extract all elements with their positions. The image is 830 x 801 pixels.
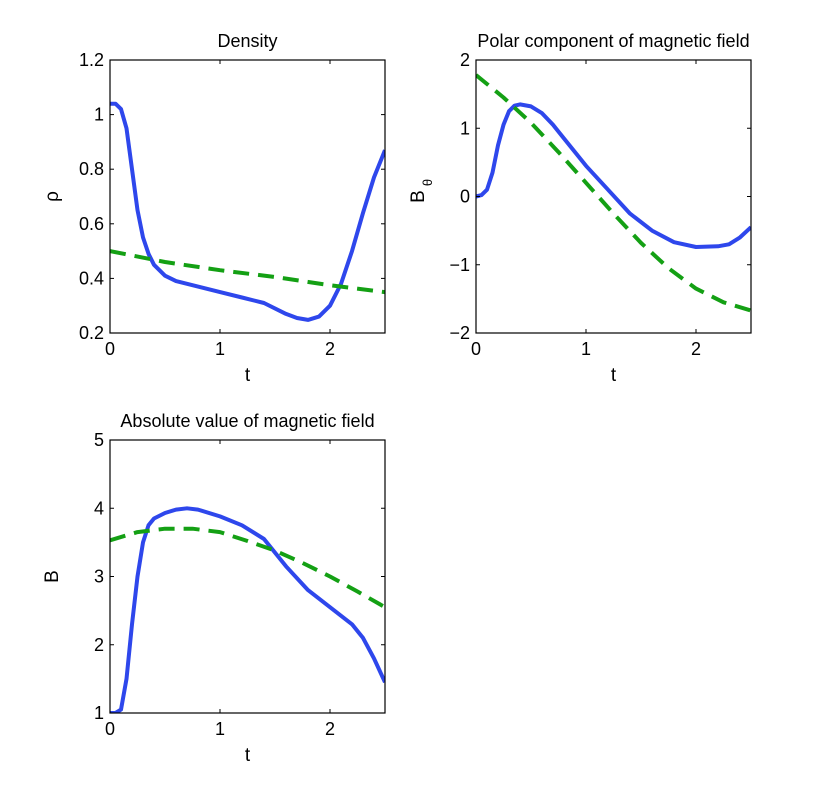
x-tick-label: 1 xyxy=(581,339,591,359)
x-tick-label: 0 xyxy=(471,339,481,359)
y-tick-label: 0.4 xyxy=(79,268,104,288)
y-tick-label: 1 xyxy=(94,105,104,125)
series-dashed-line xyxy=(110,249,385,295)
y-tick-label: 1 xyxy=(460,118,470,138)
x-tick-label: 0 xyxy=(105,339,115,359)
chart-title: Absolute value of magnetic field xyxy=(120,411,374,431)
y-axis-label: B xyxy=(408,190,429,203)
x-tick-label: 1 xyxy=(215,719,225,739)
y-tick-label: 0.2 xyxy=(79,323,104,343)
chart-title: Polar component of magnetic field xyxy=(477,31,749,51)
x-tick-label: 1 xyxy=(215,339,225,359)
x-tick-label: 2 xyxy=(325,719,335,739)
y-tick-label: 5 xyxy=(94,430,104,450)
series-dashed-line xyxy=(110,526,385,609)
y-tick-label: 0 xyxy=(460,187,470,207)
y-axis-label-subscript: θ xyxy=(420,179,435,186)
y-tick-label: 2 xyxy=(94,635,104,655)
plot-frame xyxy=(109,59,386,334)
x-tick-label: 2 xyxy=(325,339,335,359)
series-dashed-line xyxy=(476,73,751,313)
x-axis-label: t xyxy=(245,365,251,386)
x-tick-label: 0 xyxy=(105,719,115,739)
plot-frame xyxy=(109,439,386,714)
x-axis-label: t xyxy=(245,745,251,766)
chart-panel-2: 0 1 2 −2 −1 0 1 2 Polar component of magnetic fi… xyxy=(408,31,752,386)
y-axis-label: B xyxy=(42,570,63,583)
x-axis-label: t xyxy=(611,365,617,386)
y-tick-label: 4 xyxy=(94,498,104,518)
y-tick-label: 3 xyxy=(94,567,104,587)
series-solid-line xyxy=(110,101,385,322)
y-axis-label: ρ xyxy=(42,191,63,202)
y-tick-label: 0.8 xyxy=(79,159,104,179)
x-tick-label: 2 xyxy=(691,339,701,359)
chart-title: Density xyxy=(217,31,277,51)
y-tick-label: −1 xyxy=(449,255,470,275)
chart-panel-1: 0 1 2 0.2 0.4 0.6 0.8 1 1.2 Density t ρ xyxy=(42,31,386,386)
y-tick-label: 0.6 xyxy=(79,214,104,234)
series-solid-line xyxy=(110,506,385,713)
series-solid-line xyxy=(476,102,751,249)
y-tick-label: 1.2 xyxy=(79,50,104,70)
y-tick-label: 2 xyxy=(460,50,470,70)
y-tick-label: −2 xyxy=(449,323,470,343)
y-tick-label: 1 xyxy=(94,703,104,723)
